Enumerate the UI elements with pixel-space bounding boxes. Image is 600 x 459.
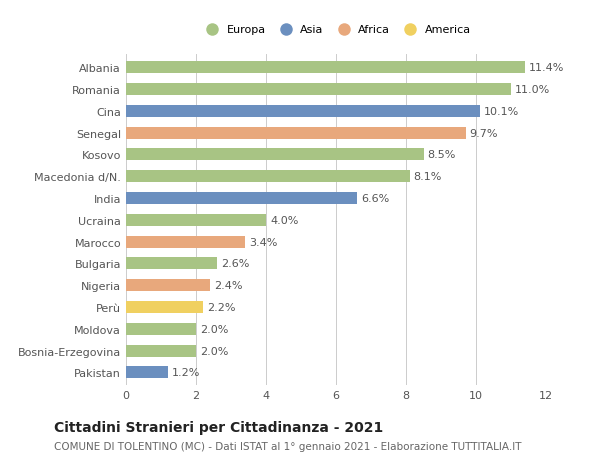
Text: 2.6%: 2.6% [221, 259, 250, 269]
Bar [126, 367, 168, 379]
Bar [126, 149, 424, 161]
Text: 6.6%: 6.6% [361, 194, 389, 204]
Text: 9.7%: 9.7% [470, 129, 498, 138]
Bar [126, 301, 203, 313]
Text: 8.1%: 8.1% [413, 172, 442, 182]
Bar [126, 280, 210, 291]
Text: 1.2%: 1.2% [172, 368, 200, 377]
Text: 8.5%: 8.5% [428, 150, 456, 160]
Bar [126, 345, 196, 357]
Text: 4.0%: 4.0% [270, 215, 299, 225]
Bar [126, 171, 409, 183]
Bar [126, 236, 245, 248]
Text: COMUNE DI TOLENTINO (MC) - Dati ISTAT al 1° gennaio 2021 - Elaborazione TUTTITAL: COMUNE DI TOLENTINO (MC) - Dati ISTAT al… [54, 441, 521, 451]
Text: 11.4%: 11.4% [529, 63, 565, 73]
Bar [126, 106, 479, 118]
Text: 2.2%: 2.2% [207, 302, 236, 312]
Text: 11.0%: 11.0% [515, 85, 550, 95]
Bar [126, 84, 511, 96]
Bar [126, 258, 217, 270]
Bar [126, 128, 466, 140]
Bar [126, 323, 196, 335]
Text: 3.4%: 3.4% [249, 237, 278, 247]
Bar [126, 214, 266, 226]
Legend: Europa, Asia, Africa, America: Europa, Asia, Africa, America [197, 21, 475, 40]
Bar [126, 62, 525, 74]
Text: Cittadini Stranieri per Cittadinanza - 2021: Cittadini Stranieri per Cittadinanza - 2… [54, 420, 383, 434]
Text: 2.4%: 2.4% [214, 280, 242, 291]
Bar [126, 193, 357, 205]
Text: 2.0%: 2.0% [200, 346, 229, 356]
Text: 10.1%: 10.1% [484, 106, 519, 117]
Text: 2.0%: 2.0% [200, 324, 229, 334]
